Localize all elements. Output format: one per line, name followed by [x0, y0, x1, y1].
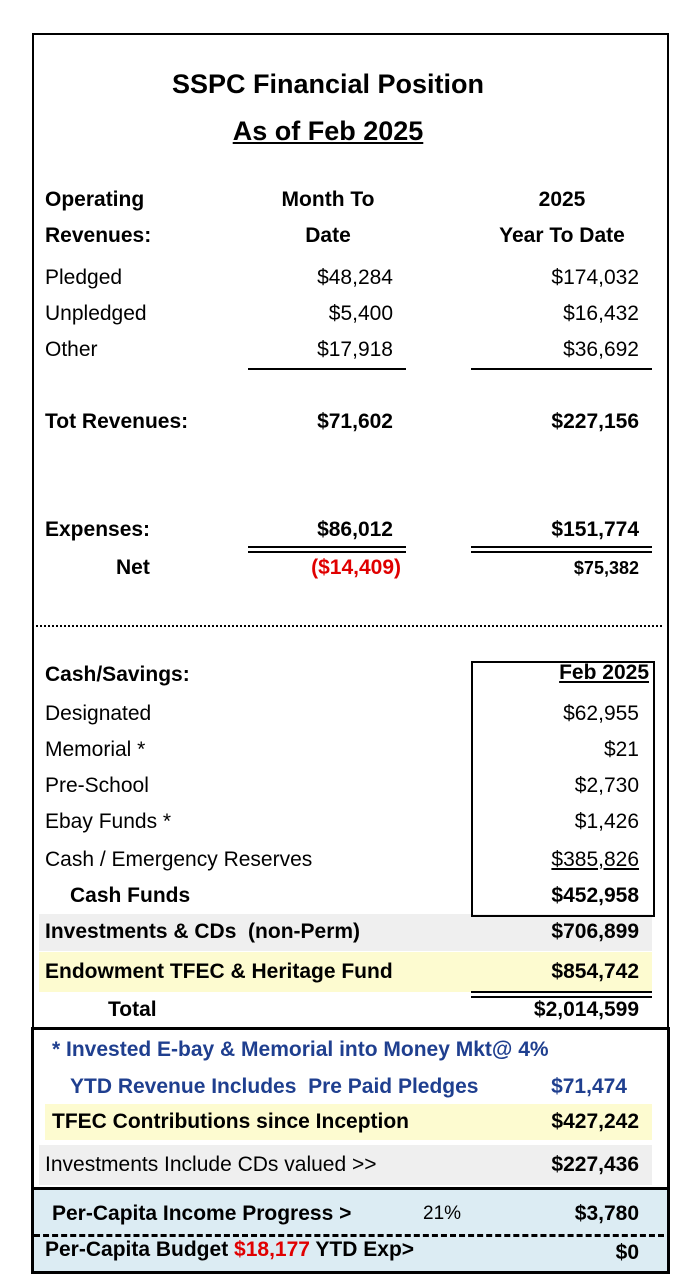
title: SSPC Financial Position — [171, 69, 485, 99]
rule — [471, 368, 652, 370]
label: Investments & CDs (non-Perm) — [45, 920, 361, 943]
note: * Invested E-bay & Memorial into Money M… — [52, 1038, 549, 1061]
column-header: Feb 2025 — [559, 661, 649, 684]
header: 2025 — [538, 188, 586, 211]
value: $75,382 — [573, 558, 639, 578]
value: $1,426 — [574, 810, 639, 833]
value: $0 — [615, 1241, 639, 1264]
label: Per-Capita Budget $18,177 YTD Exp> — [45, 1237, 414, 1263]
value: $5,400 — [328, 302, 393, 325]
label: Endowment TFEC & Heritage Fund — [45, 960, 393, 983]
tfec-bg — [45, 1104, 652, 1140]
double-rule — [248, 546, 406, 553]
value: $174,032 — [551, 266, 639, 289]
label: Memorial * — [45, 738, 146, 761]
label: Net — [116, 556, 150, 579]
endowment-bg — [39, 952, 652, 992]
value: $385,826 — [551, 848, 639, 871]
double-rule — [471, 991, 652, 998]
label: Other — [45, 338, 98, 361]
investments-bg — [39, 914, 652, 951]
rule — [248, 368, 406, 370]
value: $854,742 — [551, 960, 639, 983]
value: $2,014,599 — [533, 998, 639, 1021]
value: $17,918 — [317, 338, 393, 361]
label: Per-Capita Income Progress > — [52, 1202, 352, 1225]
value: $151,774 — [551, 518, 639, 541]
label: Cash / Emergency Reserves — [45, 848, 313, 871]
value: ($14,409) — [311, 556, 401, 579]
value: $71,474 — [551, 1075, 627, 1098]
label: Cash Funds — [70, 884, 191, 907]
label: Total — [108, 998, 157, 1021]
value: $706,899 — [551, 920, 639, 943]
dashed-line — [34, 1234, 664, 1237]
header: Month To — [281, 188, 375, 211]
per-capita-box — [31, 1187, 670, 1274]
value: $2,730 — [574, 774, 639, 797]
percent: 21% — [423, 1203, 462, 1224]
value: $427,242 — [551, 1110, 639, 1133]
value: $452,958 — [551, 884, 639, 907]
label: Pre-School — [45, 774, 149, 797]
header: Operating — [45, 188, 145, 211]
label: Pledged — [45, 266, 123, 289]
value: $86,012 — [317, 518, 393, 541]
notes-box — [31, 1027, 670, 1190]
label: Cash/Savings: — [45, 663, 190, 686]
header: Date — [305, 224, 351, 247]
value: $3,780 — [574, 1202, 639, 1225]
value: $21 — [603, 738, 639, 761]
header: Revenues: — [45, 224, 152, 247]
value: $16,432 — [563, 302, 639, 325]
value: $71,602 — [317, 410, 393, 433]
label: Unpledged — [45, 302, 147, 325]
dotted-separator — [36, 625, 662, 627]
label: YTD Exp> — [315, 1238, 415, 1261]
cds-bg — [39, 1145, 652, 1185]
label: Per-Capita Budget — [45, 1238, 229, 1261]
label: Ebay Funds * — [45, 810, 172, 833]
value: $227,436 — [551, 1153, 639, 1176]
value: $48,284 — [317, 266, 393, 289]
double-rule — [471, 546, 652, 553]
header: Year To Date — [499, 224, 625, 247]
note: YTD Revenue Includes Pre Paid Pledges — [70, 1075, 479, 1098]
note: TFEC Contributions since Inception — [52, 1110, 409, 1133]
value: $62,955 — [563, 702, 639, 725]
value: $227,156 — [551, 410, 639, 433]
label: Expenses: — [45, 518, 151, 541]
label: Designated — [45, 702, 152, 725]
subtitle: As of Feb 2025 — [232, 116, 424, 146]
budget-value: $18,177 — [234, 1238, 310, 1261]
value: $36,692 — [563, 338, 639, 361]
cash-box — [471, 661, 655, 917]
note: Investments Include CDs valued >> — [45, 1153, 377, 1176]
label: Tot Revenues: — [45, 410, 189, 433]
